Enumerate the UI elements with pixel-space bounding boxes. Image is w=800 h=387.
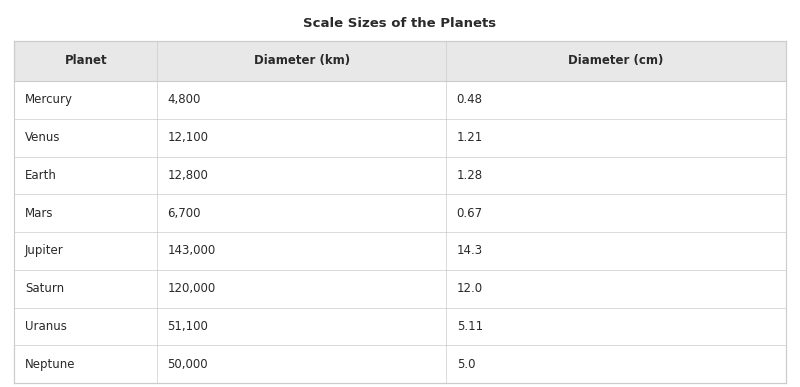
- Bar: [14, 270, 157, 308]
- Bar: [446, 232, 786, 270]
- Bar: [14, 345, 157, 383]
- Text: Diameter (cm): Diameter (cm): [568, 54, 664, 67]
- Text: 14.3: 14.3: [457, 245, 482, 257]
- Text: Diameter (km): Diameter (km): [254, 54, 350, 67]
- Bar: [446, 157, 786, 194]
- Text: Mars: Mars: [25, 207, 54, 220]
- Text: Planet: Planet: [65, 54, 107, 67]
- Bar: [14, 194, 157, 232]
- Bar: [157, 308, 446, 345]
- Text: 1.28: 1.28: [457, 169, 482, 182]
- Text: 12.0: 12.0: [457, 282, 482, 295]
- Bar: [446, 270, 786, 308]
- Bar: [14, 308, 157, 345]
- Bar: [14, 232, 157, 270]
- Bar: [157, 157, 446, 194]
- Text: 51,100: 51,100: [167, 320, 208, 333]
- Text: Mercury: Mercury: [25, 93, 73, 106]
- Text: 5.11: 5.11: [457, 320, 482, 333]
- Bar: [157, 232, 446, 270]
- Text: Uranus: Uranus: [25, 320, 66, 333]
- Bar: [157, 345, 446, 383]
- Text: 0.48: 0.48: [457, 93, 482, 106]
- Text: Neptune: Neptune: [25, 358, 75, 371]
- Text: Venus: Venus: [25, 131, 60, 144]
- Bar: [14, 119, 157, 157]
- Bar: [14, 41, 157, 81]
- Bar: [157, 81, 446, 119]
- Bar: [446, 345, 786, 383]
- Text: 5.0: 5.0: [457, 358, 475, 371]
- Bar: [446, 119, 786, 157]
- Bar: [157, 270, 446, 308]
- Text: Saturn: Saturn: [25, 282, 64, 295]
- Text: 12,100: 12,100: [167, 131, 209, 144]
- Text: 4,800: 4,800: [167, 93, 201, 106]
- Text: Earth: Earth: [25, 169, 57, 182]
- Bar: [446, 194, 786, 232]
- Text: 6,700: 6,700: [167, 207, 201, 220]
- Text: Scale Sizes of the Planets: Scale Sizes of the Planets: [303, 17, 497, 31]
- Bar: [157, 41, 446, 81]
- Bar: [14, 81, 157, 119]
- Text: 50,000: 50,000: [167, 358, 208, 371]
- Bar: [446, 41, 786, 81]
- Text: 1.21: 1.21: [457, 131, 483, 144]
- Bar: [14, 157, 157, 194]
- Text: Jupiter: Jupiter: [25, 245, 63, 257]
- Bar: [446, 308, 786, 345]
- Text: 143,000: 143,000: [167, 245, 216, 257]
- Bar: [157, 119, 446, 157]
- Bar: [446, 81, 786, 119]
- Text: 0.67: 0.67: [457, 207, 482, 220]
- Text: 120,000: 120,000: [167, 282, 216, 295]
- Bar: [157, 194, 446, 232]
- Text: 12,800: 12,800: [167, 169, 208, 182]
